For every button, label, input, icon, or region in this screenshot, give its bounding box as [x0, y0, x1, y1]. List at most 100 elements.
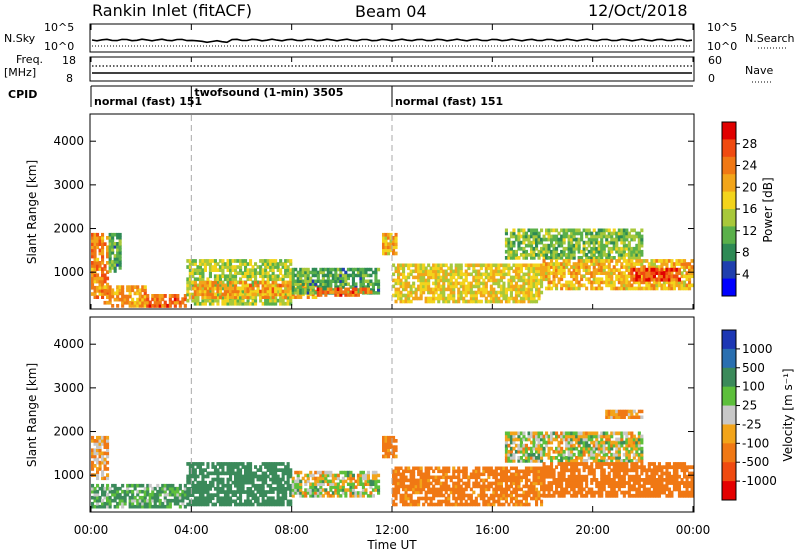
heatmap-cell	[329, 494, 333, 498]
heatmap-cell	[482, 466, 486, 471]
heatmap-cell	[259, 477, 263, 482]
heatmap-cell	[607, 253, 611, 257]
heatmap-cell	[281, 295, 285, 299]
heatmap-cell	[279, 480, 283, 485]
heatmap-cell	[472, 499, 476, 504]
heatmap-cell	[329, 473, 333, 478]
heatmap-cell	[186, 480, 190, 485]
heatmap-cell	[329, 273, 333, 278]
heatmap-cell	[517, 256, 521, 260]
heatmap-cell	[625, 440, 629, 445]
heatmap-cell	[597, 256, 601, 260]
heatmap-cell	[439, 481, 443, 486]
heatmap-cell	[276, 502, 280, 507]
heatmap-cell	[464, 263, 468, 268]
heatmap-cell	[545, 256, 549, 260]
heatmap-cell	[198, 289, 202, 294]
heatmap-cell	[173, 297, 177, 302]
heatmap-cell	[244, 274, 248, 279]
heatmap-cell	[91, 501, 95, 506]
heatmap-cell	[286, 268, 290, 272]
heatmap-cell	[632, 249, 636, 254]
heatmap-cell	[650, 267, 654, 272]
heatmap-cell	[364, 273, 368, 278]
heatmap-cell	[261, 496, 265, 501]
heatmap-cell	[201, 487, 205, 491]
heatmap-cell	[600, 228, 604, 233]
heatmap-cell	[479, 490, 483, 495]
heatmap-cell	[316, 290, 320, 294]
heatmap-cell	[279, 477, 283, 482]
heatmap-cell	[264, 480, 268, 485]
heatmap-cell	[371, 482, 375, 486]
heatmap-cell	[550, 262, 554, 266]
heatmap-cell	[457, 293, 461, 298]
heatmap-cell	[266, 502, 270, 507]
heatmap-cell	[269, 262, 273, 266]
heatmap-cell	[567, 434, 571, 439]
heatmap-cell	[427, 263, 431, 268]
heatmap-cell	[221, 462, 225, 466]
heatmap-cell	[309, 282, 313, 286]
heatmap-cell	[346, 488, 350, 492]
heatmap-cell	[504, 296, 508, 301]
heatmap-cell	[143, 498, 147, 503]
heatmap-cell	[359, 276, 363, 281]
heatmap-cell	[615, 262, 619, 266]
heatmap-cell	[587, 271, 591, 275]
heatmap-cell	[585, 246, 589, 251]
heatmap-cell	[178, 486, 182, 491]
heatmap-cell	[600, 286, 604, 291]
heatmap-cell	[361, 291, 365, 295]
heatmap-cell	[502, 284, 506, 289]
heatmap-cell	[269, 471, 273, 476]
heatmap-cell	[585, 277, 589, 282]
heatmap-cell	[427, 478, 431, 483]
heatmap-cell	[494, 290, 498, 295]
heatmap-cell	[507, 475, 511, 480]
heatmap-cell	[98, 460, 102, 465]
heatmap-cell	[449, 263, 453, 268]
heatmap-cell	[587, 243, 591, 248]
heatmap-cell	[377, 488, 381, 492]
heatmap-cell	[449, 296, 453, 301]
heatmap-cell	[138, 495, 142, 500]
heatmap-cell	[688, 283, 692, 288]
heatmap-cell	[414, 287, 418, 292]
heatmap-cell	[635, 280, 639, 285]
heatmap-cell	[514, 487, 518, 492]
heatmap-cell	[519, 269, 523, 274]
heatmap-cell	[509, 234, 513, 239]
heatmap-cell	[587, 256, 591, 260]
heatmap-cell	[261, 483, 265, 488]
heatmap-cell	[141, 285, 145, 289]
heatmap-cell	[274, 259, 278, 263]
heatmap-cell	[274, 502, 278, 507]
heatmap-cell	[429, 502, 433, 507]
heatmap-cell	[183, 489, 187, 494]
heatmap-cell	[271, 277, 275, 282]
heatmap-cell	[557, 452, 561, 457]
heatmap-cell	[422, 284, 426, 289]
heatmap-cell	[419, 296, 423, 301]
heatmap-cell	[351, 476, 355, 481]
heatmap-cell	[201, 477, 205, 482]
heatmap-cell	[93, 267, 97, 271]
heatmap-cell	[509, 246, 513, 251]
heatmap-cell	[555, 265, 559, 269]
heatmap-cell	[399, 278, 403, 283]
heatmap-cell	[532, 253, 536, 257]
heatmap-cell	[198, 499, 202, 504]
heatmap-cell	[637, 434, 641, 439]
heatmap-cell	[249, 301, 253, 306]
heatmap-cell	[394, 278, 398, 283]
heatmap-cell	[540, 472, 544, 477]
heatmap-cell	[409, 472, 413, 477]
heatmap-cell	[374, 473, 378, 478]
heatmap-cell	[509, 499, 513, 504]
heatmap-cell	[344, 470, 348, 475]
heatmap-cell	[507, 249, 511, 254]
heatmap-cell	[116, 251, 120, 255]
heatmap-cell	[522, 284, 526, 289]
heatmap-cell	[96, 273, 100, 278]
